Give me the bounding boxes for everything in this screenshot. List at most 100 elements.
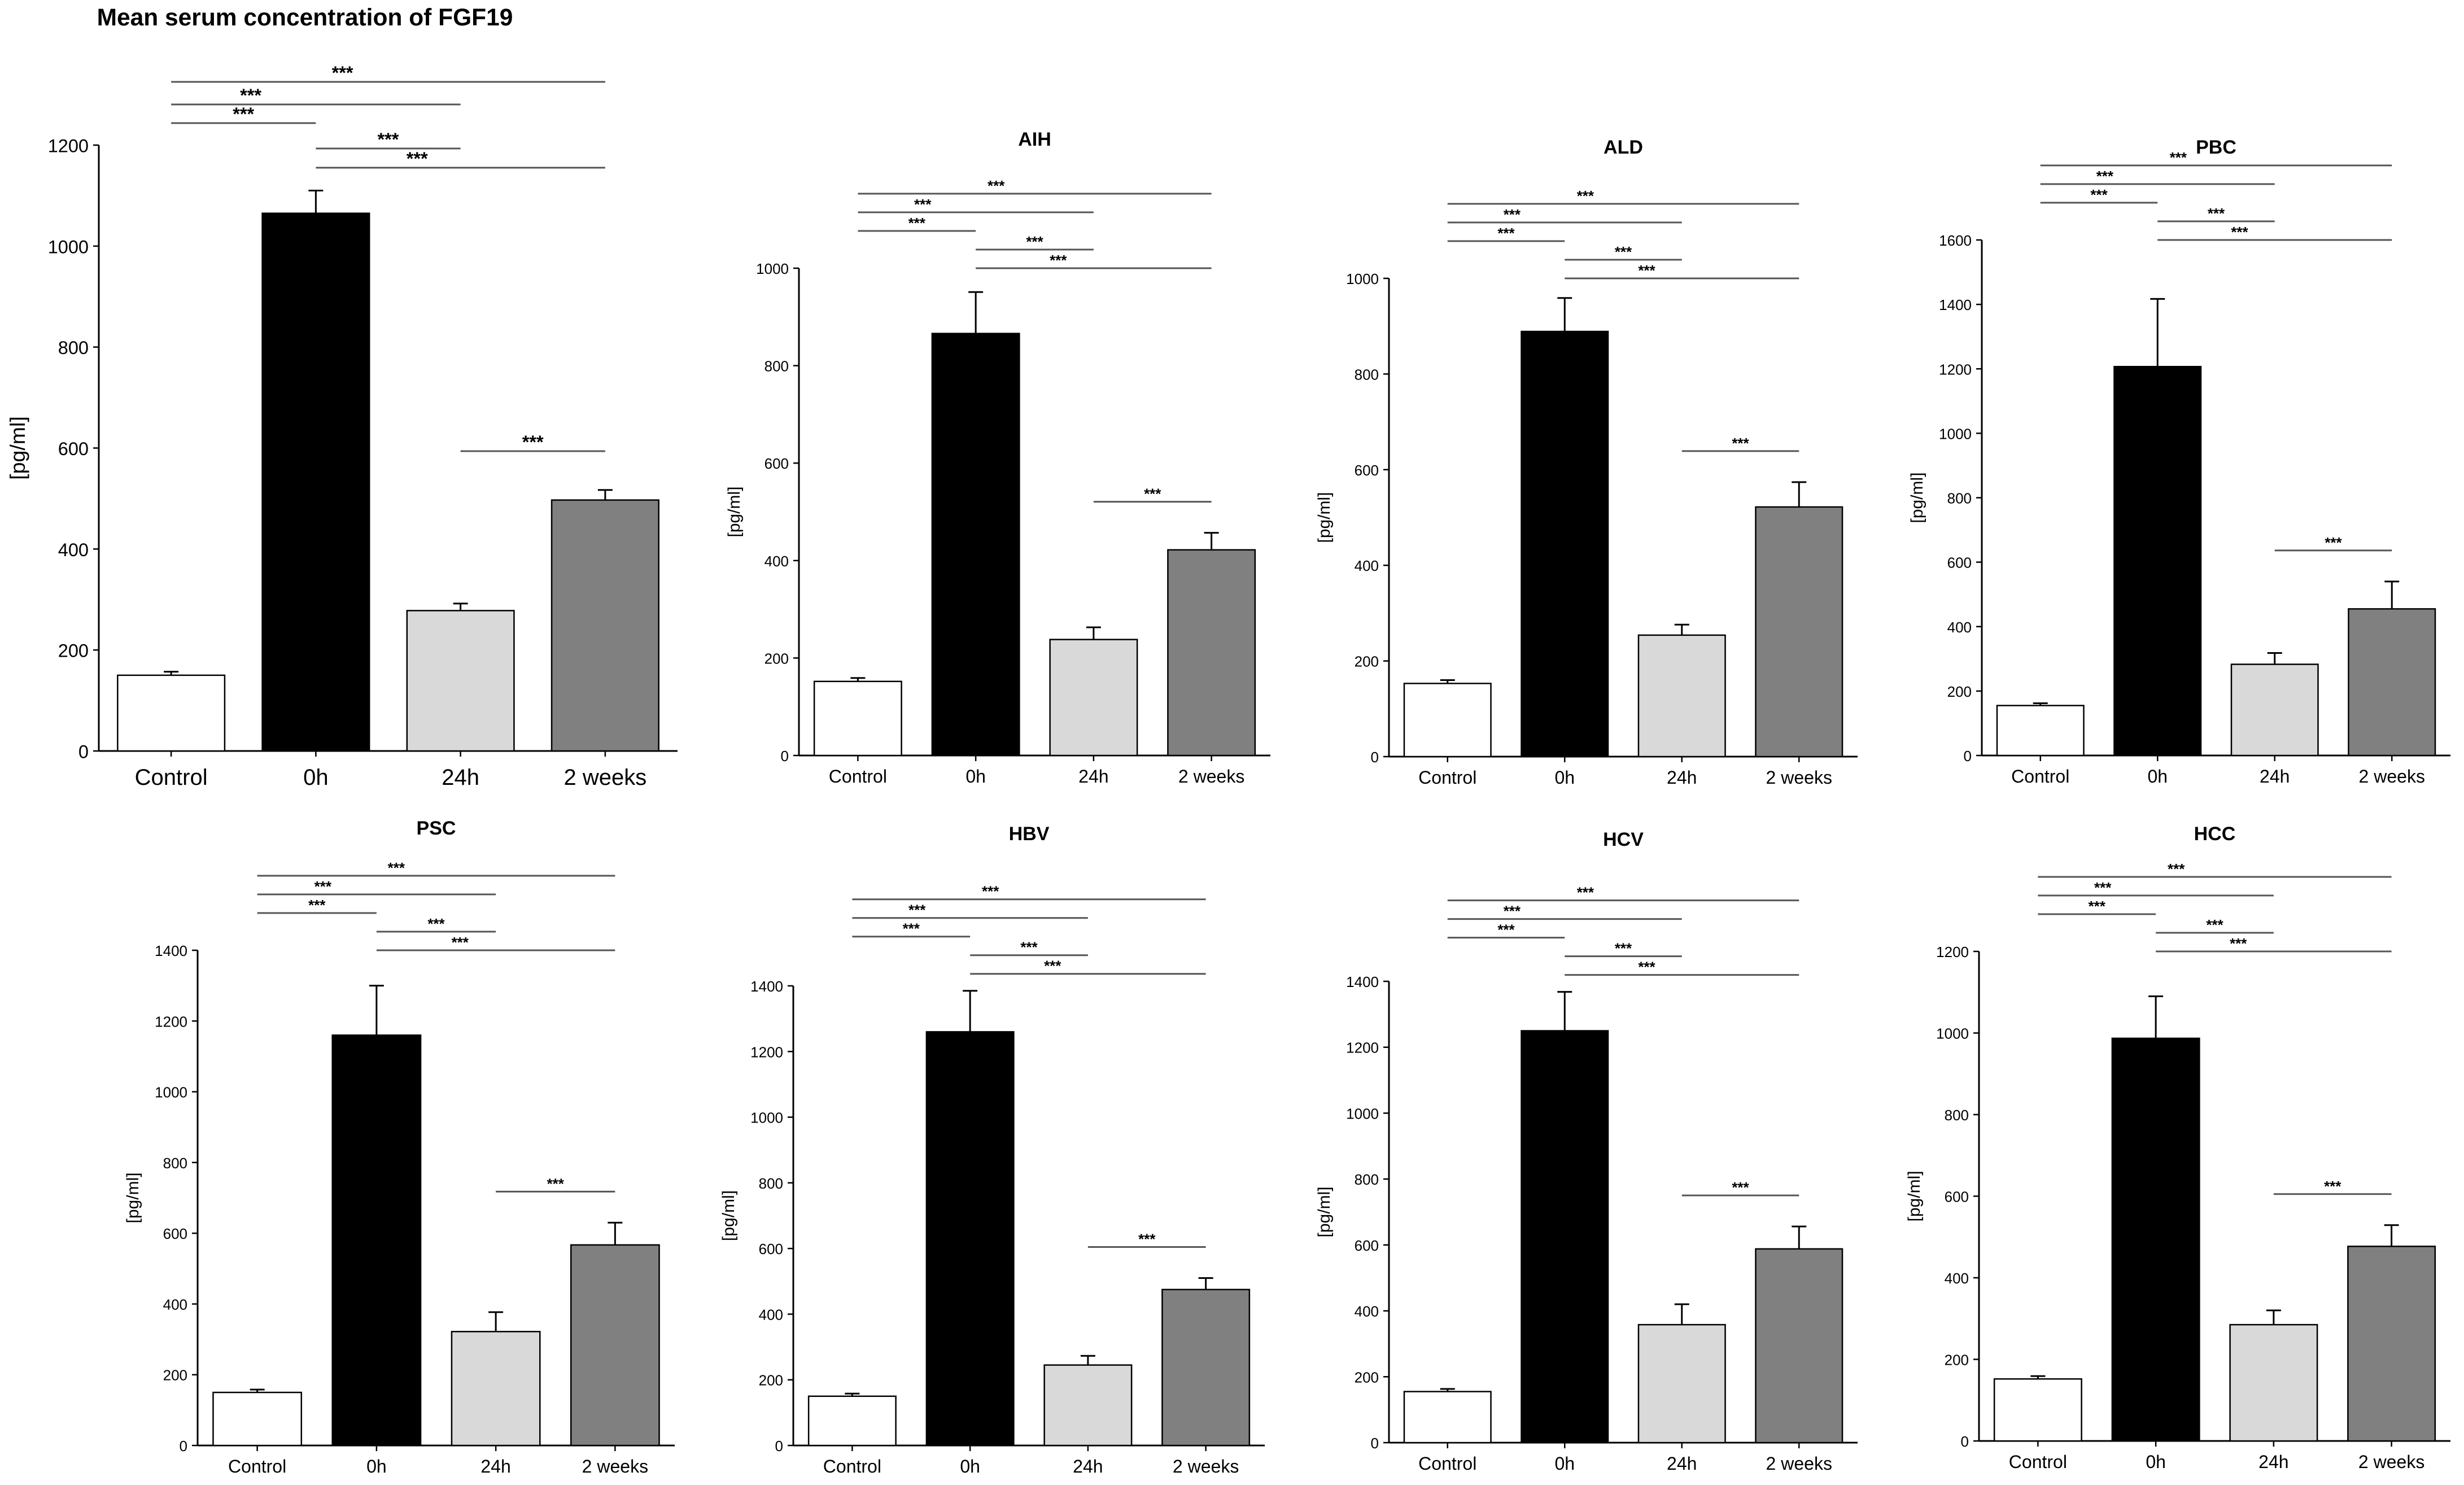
x-tick-label: 24h (1667, 1453, 1697, 1474)
bar (570, 1244, 660, 1447)
significance-label: *** (2096, 168, 2114, 185)
y-tick-label: 400 (759, 1306, 783, 1323)
chart-panel-5: PSC [pg/ml] 0 200 400 600 800 1000 1200 1400 Contr… (124, 818, 675, 1477)
y-tick-label: 0 (1371, 1435, 1379, 1452)
x-tick-label: 0h (2146, 1452, 2166, 1472)
y-axis-label: [pg/ml] (719, 1190, 738, 1241)
x-tick-label: 2 weeks (1766, 767, 1832, 788)
significance-label: *** (240, 85, 261, 106)
significance-label: *** (407, 148, 428, 169)
significance-label: *** (1497, 921, 1515, 938)
x-tick-label: 0h (965, 766, 986, 787)
y-tick-label: 0 (78, 742, 89, 762)
bar (1521, 1030, 1609, 1444)
bar (331, 1034, 422, 1447)
panel-title: ALD (1604, 137, 1643, 158)
y-tick-label: 200 (1355, 653, 1379, 670)
x-tick-label: 2 weeks (1173, 1456, 1239, 1477)
y-tick-label: 400 (163, 1296, 187, 1313)
x-tick-label: Control (829, 766, 887, 787)
y-tick-label: 800 (163, 1155, 187, 1172)
y-tick-label: 0 (775, 1438, 783, 1455)
significance-label: *** (908, 215, 926, 232)
x-tick-label: 2 weeks (564, 765, 647, 790)
significance-label: *** (1732, 435, 1749, 452)
y-tick-label: 200 (163, 1367, 187, 1384)
y-tick-label: 600 (764, 455, 789, 472)
bar (1521, 330, 1609, 758)
bar (1755, 1248, 1843, 1444)
significance-label: *** (1044, 958, 1061, 975)
panel-title: HCC (2194, 823, 2236, 845)
bar (1049, 639, 1138, 757)
bar (406, 610, 515, 752)
y-tick-label: 200 (1947, 683, 1972, 700)
chart-panel-7: HCV [pg/ml] 0 200 400 600 800 1000 1200 1400 Contr… (1315, 829, 1858, 1474)
y-tick-label: 0 (781, 748, 789, 765)
x-tick-label: 24h (1667, 767, 1697, 788)
bar (212, 1391, 303, 1447)
y-axis-label: [pg/ml] (1905, 1170, 1924, 1221)
x-tick-label: Control (1418, 1453, 1476, 1474)
y-tick-label: 1400 (1939, 296, 1972, 313)
y-tick-label: 600 (58, 439, 89, 459)
significance-label: *** (547, 1175, 565, 1192)
y-tick-label: 600 (163, 1225, 187, 1242)
bar (1403, 1391, 1492, 1444)
chart-panel-8: HCC [pg/ml] 0 200 400 600 800 1000 1200 Control 0h… (1905, 823, 2450, 1472)
x-tick-label: Control (2009, 1452, 2067, 1472)
y-axis-label: [pg/ml] (1908, 472, 1926, 523)
significance-label: *** (1732, 1179, 1749, 1196)
bar (931, 333, 1020, 757)
y-tick-label: 800 (759, 1175, 783, 1192)
x-tick-label: 0h (960, 1456, 980, 1477)
y-tick-label: 400 (1947, 619, 1972, 636)
y-tick-label: 1000 (1939, 425, 1972, 442)
significance-label: *** (2230, 935, 2247, 952)
bar (807, 1395, 897, 1447)
y-tick-label: 400 (58, 540, 89, 560)
y-tick-label: 0 (1961, 1433, 1969, 1450)
x-tick-label: 24h (1073, 1456, 1103, 1477)
x-tick-label: 0h (1554, 767, 1575, 788)
y-tick-label: 1000 (48, 237, 89, 257)
x-tick-label: 0h (1554, 1453, 1575, 1474)
x-tick-label: 24h (1078, 766, 1108, 787)
x-tick-label: 0h (366, 1456, 387, 1477)
y-tick-label: 600 (759, 1241, 783, 1257)
x-tick-label: Control (135, 765, 208, 790)
bar (2229, 1324, 2318, 1442)
y-tick-label: 1000 (1346, 270, 1379, 287)
significance-label: *** (2325, 534, 2342, 551)
y-tick-label: 400 (1355, 1303, 1379, 1320)
bar (261, 212, 370, 752)
y-axis-label: [pg/ml] (6, 416, 29, 480)
significance-label: *** (914, 196, 932, 213)
y-tick-label: 1200 (1939, 361, 1972, 378)
bar (1167, 549, 1256, 757)
x-tick-label: 2 weeks (2358, 1452, 2424, 1472)
significance-label: *** (1615, 940, 1632, 957)
y-tick-label: 800 (1355, 366, 1379, 383)
x-tick-label: 24h (442, 765, 479, 790)
y-tick-label: 1200 (155, 1013, 187, 1030)
x-tick-label: 24h (2260, 766, 2290, 787)
significance-label: *** (2206, 916, 2223, 933)
y-tick-label: 1000 (1346, 1105, 1379, 1122)
significance-label: *** (2231, 224, 2248, 241)
y-tick-label: 0 (1964, 748, 1972, 765)
y-tick-label: 0 (180, 1438, 187, 1455)
bar (1637, 1324, 1726, 1444)
bar (813, 680, 902, 757)
y-tick-label: 400 (764, 553, 789, 570)
x-tick-label: 0h (303, 765, 329, 790)
y-tick-label: 800 (1945, 1107, 1969, 1124)
x-tick-label: 2 weeks (1178, 766, 1244, 787)
y-tick-label: 800 (1355, 1171, 1379, 1188)
significance-label: *** (522, 432, 544, 452)
significance-label: *** (1138, 1230, 1156, 1247)
y-tick-label: 400 (1945, 1270, 1969, 1287)
x-tick-label: 2 weeks (2359, 766, 2425, 787)
y-tick-label: 1400 (1346, 973, 1379, 990)
